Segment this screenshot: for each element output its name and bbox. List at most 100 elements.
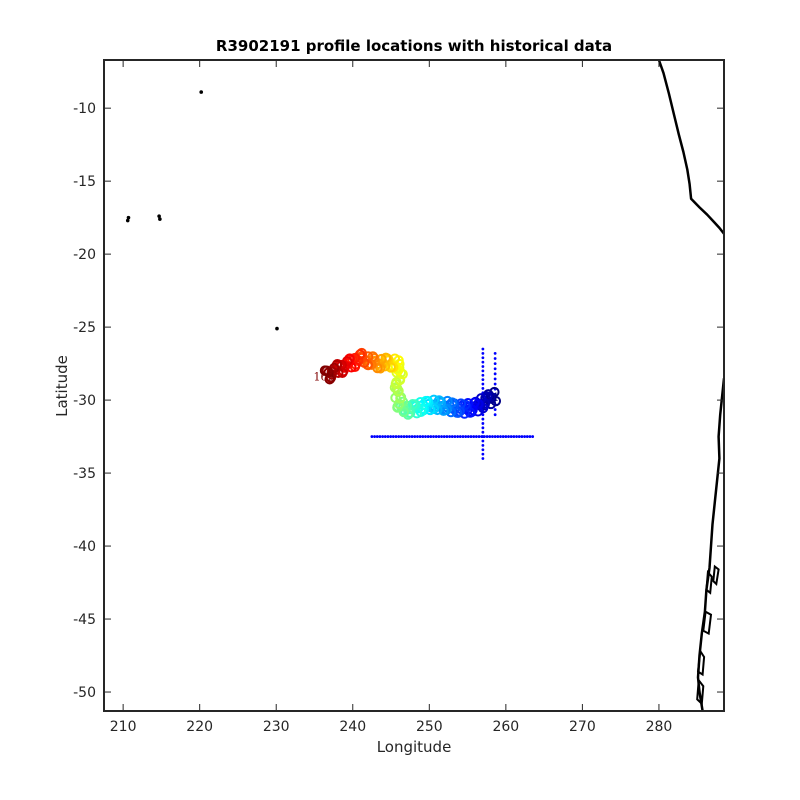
historical-point [493, 351, 497, 355]
historical-point [413, 435, 417, 438]
island-marker [158, 217, 162, 221]
historical-point [469, 435, 473, 438]
plot-area [104, 60, 724, 711]
historical-point [481, 439, 485, 443]
historical-point [481, 360, 485, 364]
historical-point [509, 435, 513, 438]
historical-point [472, 435, 476, 438]
historical-point [408, 435, 411, 438]
profile-label-last: 162 [313, 370, 334, 383]
historical-point [481, 426, 485, 430]
profile-layer [319, 347, 502, 420]
historical-point [448, 435, 451, 438]
profile-label-first: 1 [492, 391, 499, 404]
historical-point [402, 435, 406, 438]
historical-point [496, 435, 500, 438]
historical-point [481, 422, 485, 425]
profile-location [407, 399, 418, 410]
island-marker [126, 215, 131, 220]
island-marker [275, 326, 279, 331]
historical-point [461, 435, 465, 438]
historical-point [370, 435, 374, 438]
historical-point [397, 435, 401, 438]
historical-point [394, 435, 398, 438]
historical-point [481, 365, 485, 368]
historical-point [418, 435, 422, 438]
historical-point [481, 417, 485, 421]
historical-point [378, 435, 382, 438]
profile-location [420, 395, 432, 407]
historical-point [432, 435, 435, 438]
historical-point [481, 378, 485, 382]
historical-point [493, 372, 497, 376]
x-axis-label: Longitude [377, 738, 452, 756]
y-tick-label: -20 [73, 247, 96, 263]
coastline-island-chile [705, 569, 713, 595]
historical-point [481, 452, 485, 456]
historical-point [440, 435, 443, 438]
island-marker [157, 214, 161, 218]
historical-point [520, 435, 524, 438]
historical-point [507, 435, 510, 438]
historical-point [525, 435, 529, 438]
island-marker [199, 90, 204, 94]
historical-point [488, 435, 492, 438]
coastline-island-chile [696, 648, 706, 677]
historical-point [493, 413, 497, 417]
historical-point [434, 435, 438, 438]
historical-point [481, 443, 485, 447]
x-tick-label: 220 [186, 719, 213, 735]
historical-point [481, 351, 485, 355]
coastline-island-chile [712, 564, 720, 587]
historical-point [442, 435, 446, 438]
y-tick-label: -15 [73, 174, 96, 190]
profile-label-layer: 1 162 [313, 370, 499, 404]
historical-point [456, 435, 460, 438]
historical-point [512, 435, 516, 438]
profile-location [324, 374, 335, 385]
axis-ticks: 210 220 230 240 250 260 270 280 -10 -15 -20 -25 -30 -… [73, 60, 724, 735]
historical-point [464, 435, 468, 438]
historical-point [493, 382, 497, 386]
y-tick-label: -25 [73, 320, 96, 336]
historical-point [477, 435, 481, 438]
chart-title: R3902191 profile locations with historic… [216, 37, 612, 55]
x-tick-label: 250 [416, 719, 443, 735]
historical-point [383, 435, 387, 438]
historical-point [450, 435, 454, 438]
historical-point [481, 387, 485, 390]
coastline-island-chile [702, 610, 713, 636]
island-marker [125, 218, 130, 223]
historical-point [453, 435, 457, 438]
historical-point [493, 357, 497, 360]
y-axis-label: Latitude [53, 355, 71, 417]
historical-point [373, 435, 376, 438]
historical-point [517, 435, 521, 438]
historical-point [481, 430, 485, 434]
coastline-layer [125, 60, 724, 711]
historical-point [481, 369, 485, 373]
y-tick-label: -30 [73, 393, 96, 409]
historical-point [421, 435, 425, 438]
historical-point [493, 435, 497, 438]
historical-point [493, 362, 497, 366]
historical-point [515, 435, 518, 438]
historical-point [481, 457, 485, 460]
y-tick-label: -35 [73, 466, 96, 482]
coastline-south-america-north [657, 60, 724, 235]
historical-point [523, 435, 527, 438]
historical-point [389, 435, 393, 438]
historical-point [493, 367, 497, 371]
historical-point [528, 435, 532, 438]
historical-point [391, 435, 395, 438]
historical-point [424, 435, 427, 438]
historical-point [466, 435, 470, 438]
historical-point [437, 435, 441, 438]
historical-point [531, 435, 535, 438]
coastline-island-chile [696, 677, 705, 706]
x-tick-label: 260 [492, 719, 519, 735]
x-tick-label: 270 [569, 719, 596, 735]
historical-point [481, 347, 485, 351]
x-tick-label: 230 [263, 719, 290, 735]
profile-location [344, 353, 355, 365]
